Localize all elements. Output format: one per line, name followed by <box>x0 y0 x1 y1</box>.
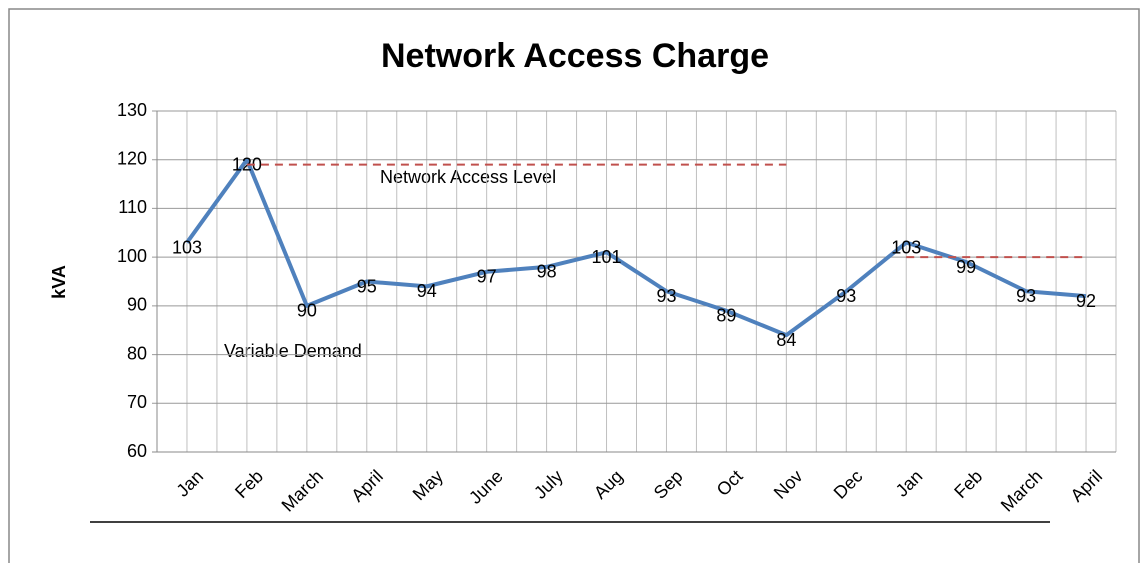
x-tick-label: Dec <box>830 466 867 503</box>
data-label: 94 <box>417 281 437 301</box>
data-label: 92 <box>1076 291 1096 311</box>
y-tick-label: 110 <box>118 197 147 217</box>
data-label: 103 <box>172 237 202 257</box>
data-label: 93 <box>836 286 856 306</box>
annotation: Variable Demand <box>224 341 362 361</box>
y-tick-label: 100 <box>117 246 147 266</box>
data-label: 98 <box>537 262 557 282</box>
y-axis-label: kVA <box>49 265 69 299</box>
x-tick-label: March <box>997 466 1047 516</box>
data-label: 95 <box>357 276 377 296</box>
x-tick-label: Sep <box>650 466 687 503</box>
y-tick-label: 120 <box>117 148 147 168</box>
annotation: Network Access Level <box>380 167 556 187</box>
x-tick-label: Feb <box>231 466 267 502</box>
x-tick-label: March <box>278 466 328 516</box>
y-tick-label: 130 <box>117 100 147 120</box>
data-label: 89 <box>716 305 736 325</box>
y-tick-label: 80 <box>127 343 147 363</box>
x-tick-label: Jan <box>892 466 927 501</box>
data-label: 103 <box>891 237 921 257</box>
chart-border <box>8 8 1140 563</box>
line-series <box>185 157 1087 338</box>
data-label: 93 <box>656 286 676 306</box>
y-tick-label: 70 <box>127 392 147 412</box>
data-label: 93 <box>1016 286 1036 306</box>
x-tick-label: May <box>409 466 447 504</box>
data-label: 90 <box>297 301 317 321</box>
y-tick-label: 90 <box>127 295 147 315</box>
chart-title: Network Access Charge <box>381 37 769 75</box>
x-tick-label: Oct <box>713 466 747 500</box>
x-tick-label: Aug <box>590 466 627 503</box>
data-label: 101 <box>592 247 622 267</box>
data-label: 84 <box>776 330 796 350</box>
data-label: 97 <box>477 267 497 287</box>
x-tick-label: June <box>465 466 507 508</box>
y-tick-label: 60 <box>127 441 147 461</box>
x-tick-label: Jan <box>172 466 207 501</box>
data-label: 99 <box>956 257 976 277</box>
x-tick-label: Feb <box>950 466 986 502</box>
x-tick-label: Nov <box>770 466 807 503</box>
x-tick-label: July <box>530 466 567 503</box>
x-tick-label: April <box>1067 466 1107 506</box>
x-tick-label: April <box>347 466 387 506</box>
